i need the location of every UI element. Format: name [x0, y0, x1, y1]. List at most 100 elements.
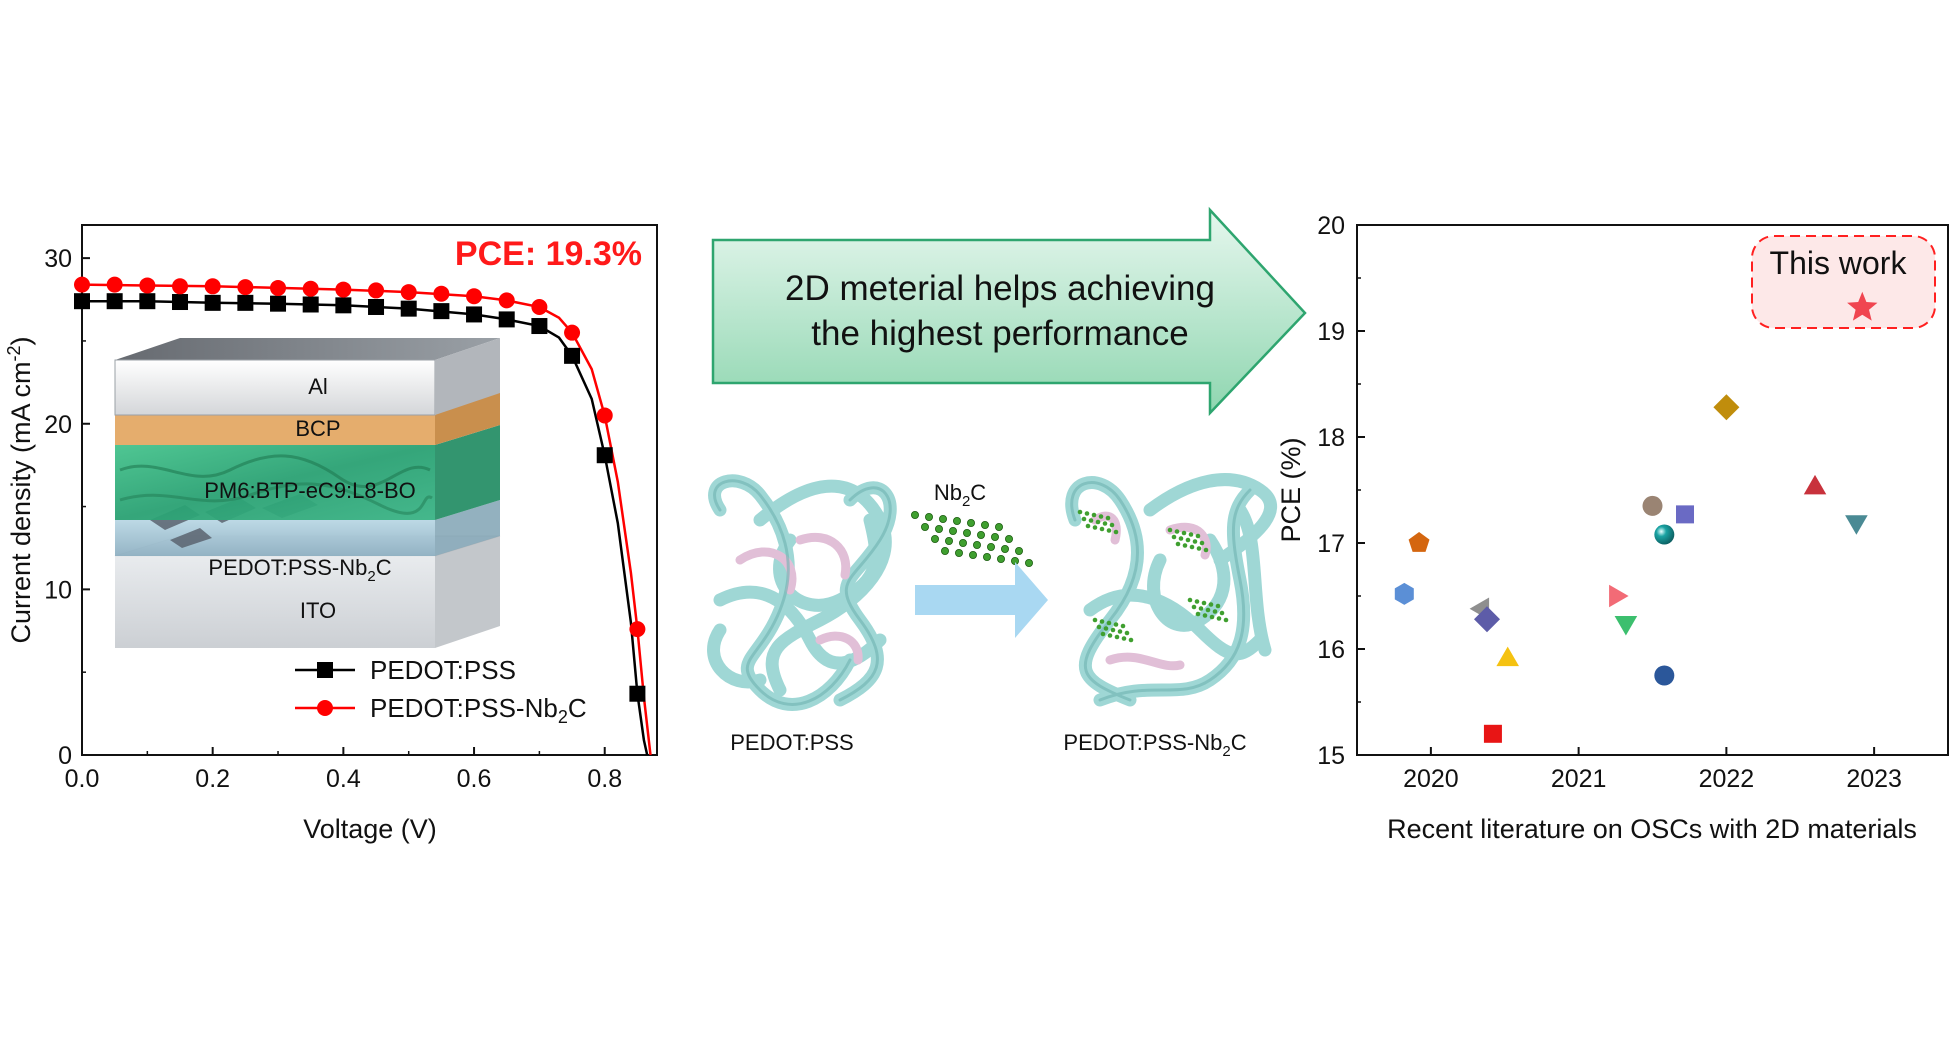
scatter-point-circle	[1642, 495, 1663, 516]
nb2c-atom	[1001, 545, 1010, 554]
jv-point-nb2c	[400, 284, 417, 301]
nb2c-atom	[959, 539, 968, 548]
nb2c-flake-atom	[1174, 529, 1180, 534]
nb2c-atom	[945, 537, 954, 546]
scatter-x-tick-label: 2022	[1699, 765, 1755, 793]
nb2c-flake-atom	[1124, 630, 1130, 636]
jv-curve-nb2c	[82, 283, 652, 755]
nb2c-flake-atom	[1187, 597, 1193, 603]
this-work-highlight-box	[1751, 235, 1936, 329]
nb2c-flake-atom	[1167, 527, 1173, 533]
nb2c-atom	[949, 527, 958, 536]
jv-y-axis-label-main: Current density (mA cm	[6, 361, 36, 643]
jv-point-nb2c	[368, 282, 385, 299]
jv-point-nb2c	[237, 279, 254, 296]
nb2c-atom	[991, 533, 1000, 542]
jv-y-tick-label: 10	[44, 576, 72, 604]
jv-markers	[74, 276, 646, 702]
jv-point-pedot	[498, 311, 515, 328]
layer-label-bcp: BCP	[295, 416, 340, 441]
nb2c-flake-atom	[1195, 611, 1201, 617]
right-polymer-label-main: PEDOT:PSS-Nb	[1063, 730, 1222, 755]
nb2c-flake-atom	[1182, 543, 1188, 548]
nb2c-lattice-icon	[911, 510, 1034, 568]
nb2c-flake-atom	[1121, 636, 1127, 641]
banner-arrow: 2D meterial helps achieving the highest …	[711, 206, 1307, 417]
nb2c-atom	[939, 515, 948, 524]
nb2c-flake-atom	[1189, 544, 1195, 550]
pce-scatter-chart: 2020 2021 2022 2023 15 16 17 18 19 20 This work R…	[1276, 212, 1949, 844]
jv-point-nb2c	[531, 298, 548, 315]
scatter-point-square	[1483, 724, 1502, 743]
nb2c-flake-atom	[1185, 537, 1191, 543]
nb2c-flake-atom	[1192, 539, 1198, 544]
nb2c-flake-atom	[1216, 616, 1222, 621]
jv-point-pedot	[368, 298, 385, 315]
scatter-y-tick-label: 20	[1317, 212, 1345, 240]
scatter-axis-ticks: 2020 2021 2022 2023 15 16 17 18 19 20	[1317, 212, 1902, 793]
nb2c-atom	[931, 535, 940, 544]
jv-point-pedot	[596, 447, 613, 464]
jv-y-tick-label: 20	[44, 411, 72, 439]
nb2c-atom	[925, 513, 934, 522]
scatter-point-triangle-up	[1803, 474, 1827, 495]
jv-point-nb2c	[498, 292, 515, 309]
nb2c-atom	[1005, 535, 1014, 544]
device-stack-illustration: Al BCP PM6:BTP-eC9:L8-BO PEDOT:PSS-Nb2C …	[114, 338, 501, 648]
nb2c-flake-atom	[1110, 627, 1116, 633]
scatter-point-diamond	[1713, 394, 1740, 421]
nb2c-flake-atom	[1091, 512, 1097, 518]
nb2c-flake-atom	[1201, 600, 1207, 606]
nb2c-atom	[963, 529, 972, 538]
nb2c-atom	[921, 523, 930, 532]
jv-point-pedot	[335, 297, 352, 314]
jv-x-tick-label: 0.0	[65, 765, 100, 793]
nb2c-flake-atom	[1100, 631, 1106, 637]
scatter-point-square	[1676, 505, 1695, 524]
nb2c-flake-atom	[1199, 540, 1205, 546]
nb2c-atom	[969, 551, 978, 560]
scatter-y-tick-label: 17	[1317, 530, 1345, 558]
jv-point-nb2c	[204, 278, 221, 295]
banner-line-1: 2D meterial helps achieving	[785, 269, 1215, 308]
nb2c-reagent-sub: 2	[962, 493, 970, 510]
nb2c-flake-atom	[1208, 602, 1214, 607]
nb2c-flake-atom	[1109, 522, 1115, 528]
process-arrow	[915, 562, 1048, 638]
nb2c-flake-atom	[1215, 603, 1221, 609]
scatter-y-tick-label: 19	[1317, 318, 1345, 346]
layer-label-al: Al	[308, 374, 328, 399]
nb2c-atom	[1015, 547, 1024, 556]
nb2c-flake-atom	[1088, 518, 1094, 523]
jv-point-nb2c	[466, 288, 483, 305]
right-polymer-label-sub: 2	[1222, 743, 1230, 760]
scatter-point-star	[1847, 291, 1878, 321]
nb2c-atom	[997, 555, 1006, 564]
nb2c-flake-atom	[1128, 637, 1134, 643]
scatter-point-diamond	[1474, 606, 1500, 633]
scatter-x-tick-label: 2023	[1846, 765, 1902, 793]
nb2c-flake-atom	[1191, 604, 1197, 610]
scatter-y-axis-label: PCE (%)	[1276, 437, 1306, 542]
right-polymer-label-suffix: C	[1231, 730, 1247, 755]
jv-point-nb2c	[74, 276, 90, 293]
jv-legend: PEDOT:PSS PEDOT:PSS-Nb2C	[295, 655, 587, 727]
nb2c-flake-atom	[1107, 633, 1113, 638]
nb2c-flakes-in-polymer	[1077, 509, 1229, 643]
jv-point-pedot	[466, 306, 483, 323]
layer-label-pedot-suffix: C	[376, 555, 392, 580]
nb2c-atom	[973, 541, 982, 550]
jv-y-tick-label: 0	[58, 742, 72, 770]
nb2c-flake-atom	[1188, 532, 1194, 537]
jv-point-nb2c	[302, 280, 319, 297]
nb2c-flake-atom	[1095, 519, 1101, 525]
scatter-point-triangle-right	[1609, 584, 1629, 608]
jv-point-pedot	[629, 685, 646, 702]
nb2c-flake-atom	[1106, 620, 1112, 626]
nb2c-flake-atom	[1084, 511, 1090, 516]
legend-label-nb2c: PEDOT:PSS-Nb2C	[370, 693, 587, 727]
jv-point-nb2c	[172, 278, 189, 295]
jv-point-nb2c	[629, 621, 646, 638]
jv-point-nb2c	[433, 285, 450, 302]
